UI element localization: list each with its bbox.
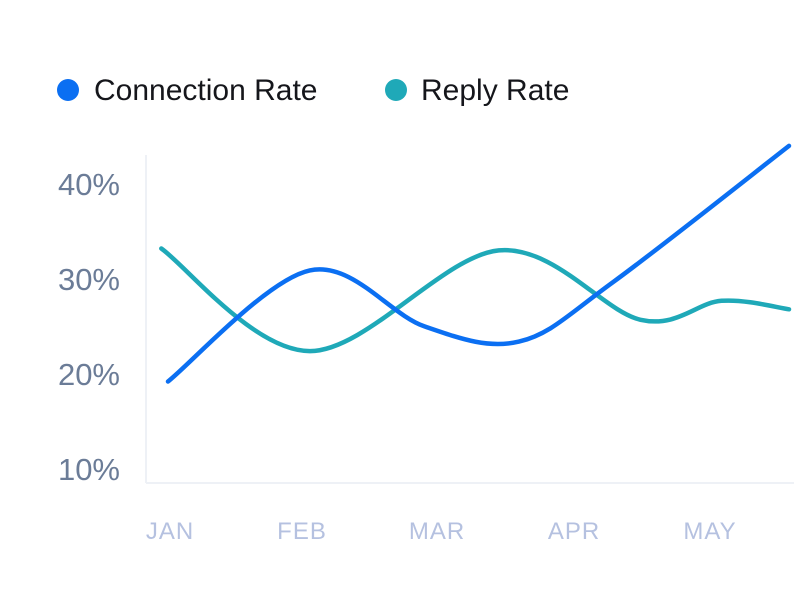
- legend-marker-reply-rate: [385, 79, 407, 101]
- y-tick-label: 40%: [58, 167, 120, 202]
- series-line-connection-rate[interactable]: [165, 143, 792, 384]
- x-tick-label: JAN: [146, 518, 194, 545]
- legend-label-reply-rate: Reply Rate: [421, 74, 569, 107]
- y-tick-label: 20%: [58, 357, 120, 392]
- series-line-reply-rate[interactable]: [159, 246, 792, 354]
- x-tick-label: FEB: [277, 518, 327, 545]
- x-axis-ticks: JAN FEB MAR APR MAY: [146, 518, 736, 545]
- legend-item-reply-rate[interactable]: Reply Rate: [385, 74, 569, 107]
- x-tick-label: MAR: [409, 518, 465, 545]
- chart-legend: Connection Rate Reply Rate: [57, 74, 569, 107]
- legend-item-connection-rate[interactable]: Connection Rate: [57, 74, 317, 107]
- legend-marker-connection-rate: [57, 79, 79, 101]
- plot-area: [159, 143, 792, 384]
- y-axis-ticks: 10% 20% 30% 40%: [58, 167, 120, 487]
- x-tick-label: MAY: [683, 518, 736, 545]
- legend-label-connection-rate: Connection Rate: [94, 74, 317, 107]
- y-tick-label: 10%: [58, 452, 120, 487]
- x-tick-label: APR: [548, 518, 600, 545]
- y-tick-label: 30%: [58, 262, 120, 297]
